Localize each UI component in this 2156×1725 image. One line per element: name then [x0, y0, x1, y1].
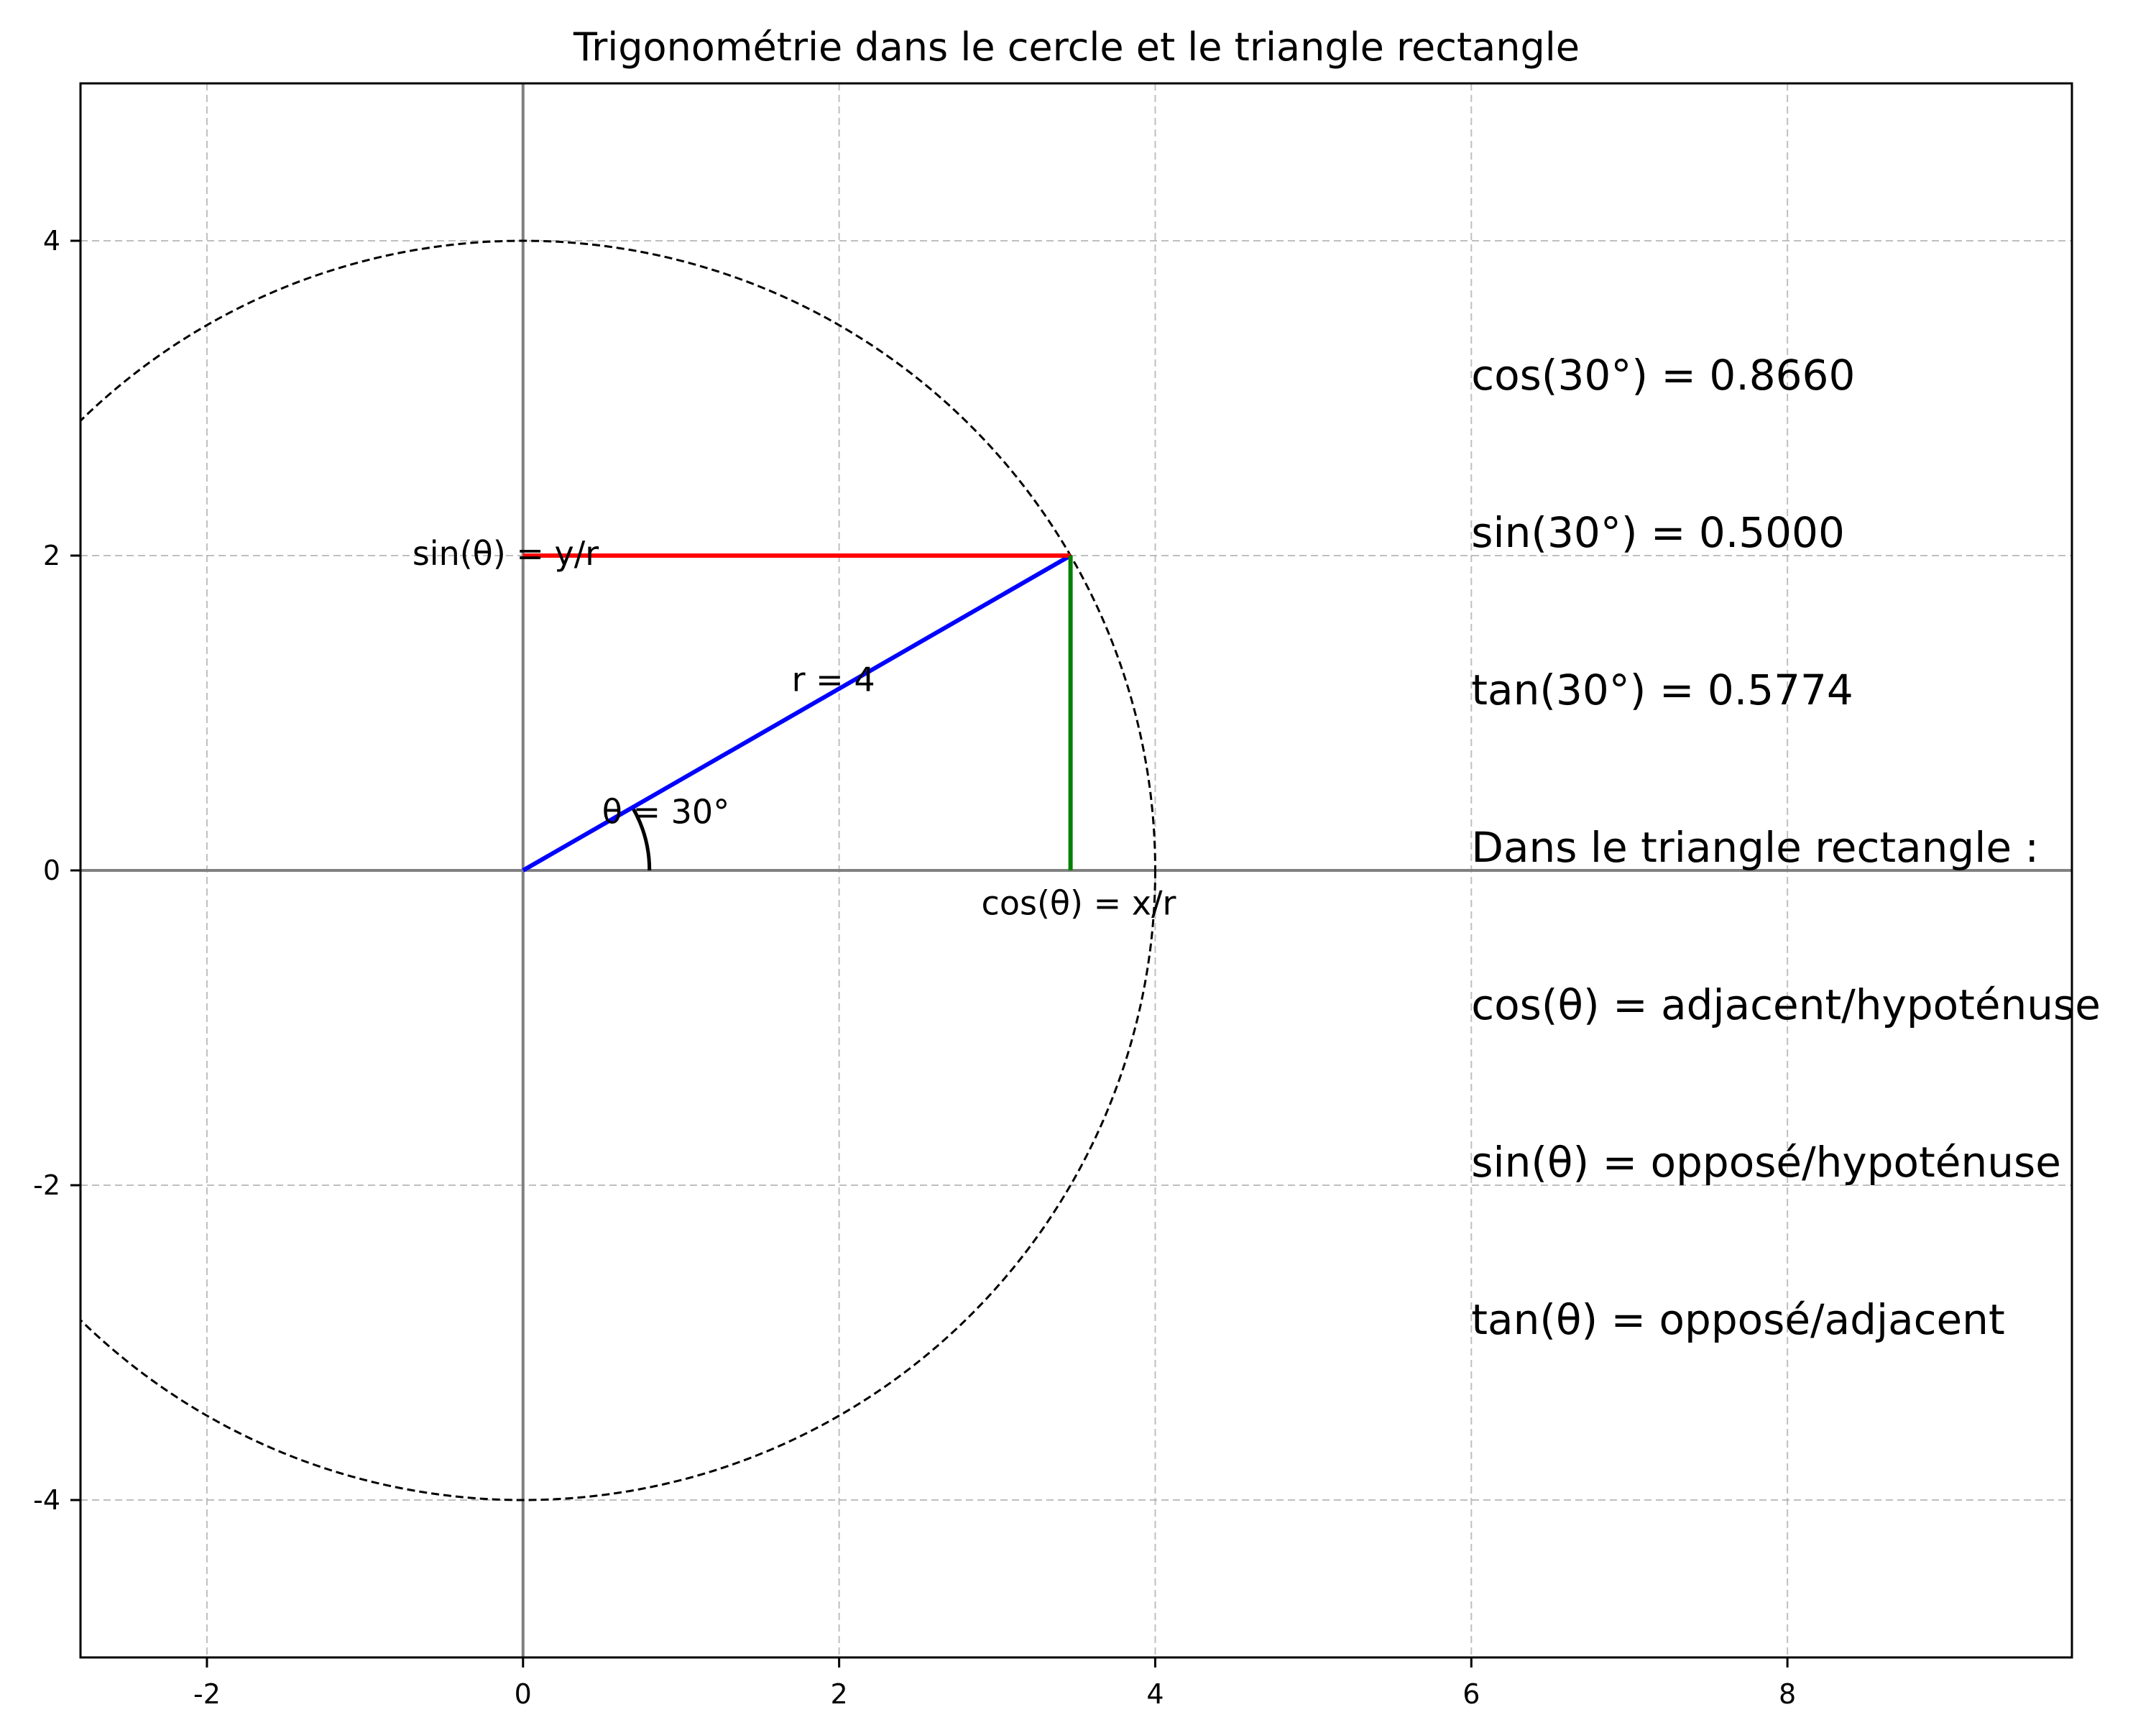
- y-tick-label: 0: [43, 855, 60, 886]
- info-line: tan(30°) = 0.5774: [1471, 666, 1853, 714]
- info-line: sin(30°) = 0.5000: [1471, 508, 1845, 557]
- series-layer: [522, 553, 1073, 873]
- unit-circle: [80, 239, 1156, 1501]
- y-tick-label: -4: [33, 1484, 60, 1516]
- x-tick-label: 0: [515, 1678, 532, 1710]
- y-tick-label: 4: [43, 225, 60, 257]
- x-tick-label: 2: [831, 1678, 848, 1710]
- chart-title: Trigonométrie dans le cercle et le trian…: [573, 24, 1580, 70]
- tick-layer: -2 0 2 4 6 8 -4 -2 0 2 4: [33, 225, 1796, 1710]
- angle-arc: [630, 806, 652, 871]
- info-line: Dans le triangle rectangle :: [1471, 823, 2039, 872]
- info-line: cos(θ) = adjacent/hypoténuse: [1471, 980, 2101, 1029]
- info-line: tan(θ) = opposé/adjacent: [1471, 1295, 2004, 1344]
- annotation-label: sin(θ) = y/r: [413, 534, 599, 573]
- y-tick-label: 2: [43, 540, 60, 571]
- info-line: sin(θ) = opposé/hypoténuse: [1471, 1138, 2061, 1187]
- hypotenuse-line: [522, 553, 1072, 873]
- annotation-label: θ = 30°: [602, 792, 729, 831]
- y-tick-label: -2: [33, 1169, 60, 1201]
- info-line: cos(30°) = 0.8660: [1471, 351, 1855, 400]
- x-tick-label: 6: [1462, 1678, 1480, 1710]
- x-tick-label: 8: [1779, 1678, 1796, 1710]
- annotation-label: r = 4: [792, 660, 875, 699]
- x-tick-label: -2: [193, 1678, 221, 1710]
- circle-layer: [80, 239, 1156, 1501]
- annotation-label: cos(θ) = x/r: [982, 883, 1176, 922]
- x-tick-label: 4: [1146, 1678, 1164, 1710]
- annotation-layer: r = 4 θ = 30° sin(θ) = y/r cos(θ) = x/r cos(…: [413, 351, 2101, 1344]
- plot-frame: [79, 82, 2073, 1659]
